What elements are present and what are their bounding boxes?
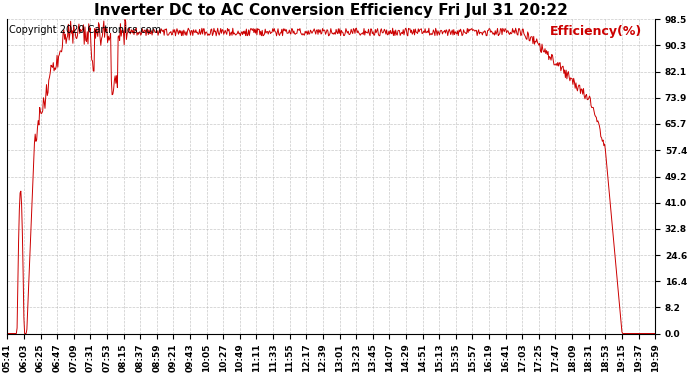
Text: Copyright 2020 Cartronics.com: Copyright 2020 Cartronics.com bbox=[8, 25, 161, 35]
Text: Efficiency(%): Efficiency(%) bbox=[550, 25, 642, 38]
Title: Inverter DC to AC Conversion Efficiency Fri Jul 31 20:22: Inverter DC to AC Conversion Efficiency … bbox=[95, 3, 568, 18]
